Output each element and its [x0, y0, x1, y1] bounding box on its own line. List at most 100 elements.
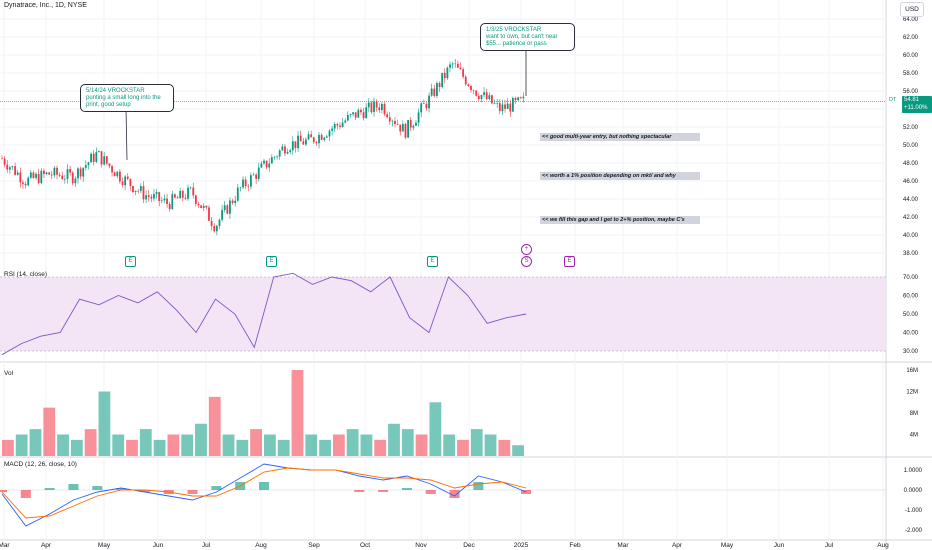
candle-body — [61, 175, 64, 180]
macd-histogram-bar — [259, 482, 269, 490]
volume-pane-title[interactable]: Vol — [4, 370, 14, 377]
callout-jan[interactable]: 1/3/25 VROCKSTAR want to own, but can't … — [480, 23, 575, 51]
candle-body — [1, 158, 3, 160]
volume-bar — [401, 429, 414, 456]
candle-body — [200, 205, 203, 208]
price-tick-label: 56.00 — [903, 89, 919, 95]
callout-pointer — [125, 107, 128, 161]
rsi-pane-title[interactable]: RSI (14, close) — [4, 271, 47, 278]
candle-body — [113, 172, 116, 177]
candle-body — [215, 225, 218, 232]
price-tick-label: 58.00 — [903, 71, 919, 77]
candle-body — [436, 83, 438, 96]
candle-body — [247, 186, 250, 187]
candle-body — [493, 103, 496, 104]
candle-body — [171, 194, 174, 210]
candle-body — [257, 167, 260, 179]
candle-body — [22, 182, 24, 184]
candle-body — [255, 174, 258, 179]
candle-body — [270, 157, 273, 164]
volume-bar — [498, 439, 511, 456]
candle-body — [325, 136, 328, 138]
volume-bar — [126, 439, 138, 456]
candle-body — [404, 123, 407, 138]
candle-body — [522, 96, 525, 99]
candle-body — [420, 103, 423, 113]
candle-body — [278, 150, 281, 157]
candle-body — [32, 172, 35, 178]
candle-body — [71, 172, 74, 184]
candle-body — [480, 95, 483, 100]
currency-button[interactable]: USD — [900, 2, 924, 17]
earnings-icon[interactable]: E — [427, 256, 438, 267]
candle-body — [422, 103, 425, 104]
ticker-tag: DT — [889, 97, 897, 103]
macd-tick-label: -2.000 — [905, 528, 923, 534]
note-worth-position[interactable]: << worth a 1% position depending on mkt/… — [540, 172, 700, 180]
candle-body — [470, 86, 472, 91]
candle-body — [488, 95, 491, 100]
candle-body — [346, 114, 349, 121]
candle-body — [331, 128, 334, 131]
earnings-icon[interactable]: E — [125, 256, 136, 267]
candle-body — [459, 67, 462, 70]
split-icon[interactable]: S — [521, 256, 532, 267]
macd-tick-label: 1.0000 — [904, 468, 923, 474]
last-price-tag: 54.81 +11.00% — [902, 96, 932, 113]
x-tick-label: May — [721, 542, 734, 549]
candle-body — [341, 122, 344, 127]
macd-histogram-bar — [92, 486, 103, 490]
candle-body — [92, 153, 95, 162]
candle-body — [333, 123, 336, 129]
dividend-plus-icon[interactable]: + — [521, 244, 532, 255]
candle-body — [244, 179, 247, 187]
candle-body — [454, 63, 457, 65]
candle-body — [108, 163, 111, 167]
candle-body — [260, 163, 263, 168]
note-multi-year[interactable]: << good multi-year entry, but nothing sp… — [540, 133, 700, 141]
candle-body — [129, 178, 132, 187]
candle-body — [77, 168, 79, 179]
note-fill-gap[interactable]: << we fill this gap and I get to 2+% pos… — [540, 216, 700, 224]
candle-body — [69, 169, 72, 173]
x-tick-label: Apr — [672, 542, 683, 549]
candle-body — [501, 104, 504, 112]
macd-histogram-bar — [116, 488, 127, 490]
x-tick-label: Sep — [308, 542, 320, 549]
candle-body — [496, 102, 499, 104]
candle-body — [139, 186, 142, 191]
candle-body — [184, 197, 187, 199]
candle-body — [116, 171, 119, 177]
rsi-tick-label: 50.00 — [903, 312, 919, 318]
volume-bar — [43, 407, 56, 456]
candle-body — [268, 163, 271, 168]
volume-bar — [264, 434, 276, 456]
candle-body — [231, 200, 234, 203]
candle-body — [281, 146, 284, 151]
x-tick-label: May — [98, 542, 111, 549]
candle-body — [328, 130, 331, 137]
candle-body — [82, 167, 85, 177]
volume-bar — [250, 429, 262, 456]
candle-body — [160, 200, 163, 202]
callout-may[interactable]: 5/14/24 VROCKSTAR punting a small long i… — [80, 84, 174, 112]
candle-body — [517, 97, 520, 101]
earnings-icon[interactable]: E — [266, 256, 277, 267]
candle-body — [464, 76, 467, 85]
price-tick-label: 60.00 — [903, 53, 919, 59]
candle-body — [472, 90, 475, 91]
candle-body — [485, 92, 488, 100]
candle-body — [449, 64, 451, 68]
candle-body — [181, 190, 184, 198]
symbol-header[interactable]: Dynatrace, Inc., 1D, NYSE — [4, 2, 87, 9]
candle-body — [153, 194, 155, 199]
candle-body — [194, 195, 197, 204]
macd-pane-title[interactable]: MACD (12, 26, close, 10) — [4, 461, 77, 468]
earnings-upcoming-icon[interactable]: E — [564, 256, 575, 267]
candle-body — [320, 134, 323, 140]
volume-bar — [374, 439, 387, 456]
volume-bar — [195, 423, 207, 456]
candle-body — [284, 146, 286, 154]
candle-body — [375, 101, 378, 108]
candle-body — [27, 177, 30, 186]
